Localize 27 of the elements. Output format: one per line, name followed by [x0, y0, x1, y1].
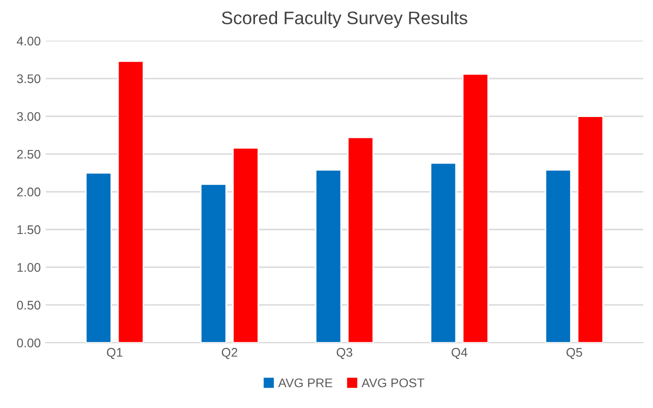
y-tick-label: 0.00 — [17, 338, 40, 348]
bar — [462, 73, 489, 343]
y-tick-label: 0.50 — [17, 300, 40, 310]
x-tick-label: Q5 — [566, 348, 582, 359]
y-tick-label: 2.50 — [17, 150, 40, 159]
x-tick-label: Q4 — [452, 348, 468, 359]
bar — [200, 184, 227, 343]
y-tick-label: 2.00 — [17, 188, 40, 196]
bar — [315, 169, 342, 343]
x-tick-label: Q3 — [336, 348, 352, 359]
bar — [232, 147, 259, 343]
y-tick-label: 3.50 — [17, 74, 40, 84]
legend-label: AVG PRE — [278, 378, 332, 388]
bar — [347, 136, 374, 343]
y-tick-label: 1.50 — [17, 225, 40, 234]
bar — [85, 172, 112, 343]
bar — [117, 60, 144, 343]
y-tick-label: 3.00 — [17, 112, 40, 121]
bar — [577, 116, 604, 343]
bar — [430, 162, 457, 343]
legend-label: AVG POST — [362, 378, 424, 388]
y-tick-label: 4.00 — [16, 36, 40, 46]
y-tick-label: 1.00 — [17, 263, 40, 272]
x-tick-label: Q1 — [106, 348, 122, 359]
x-tick-label: Q2 — [222, 348, 238, 359]
bar — [544, 169, 572, 343]
chart-title: Scored Faculty Survey Results — [222, 11, 468, 28]
